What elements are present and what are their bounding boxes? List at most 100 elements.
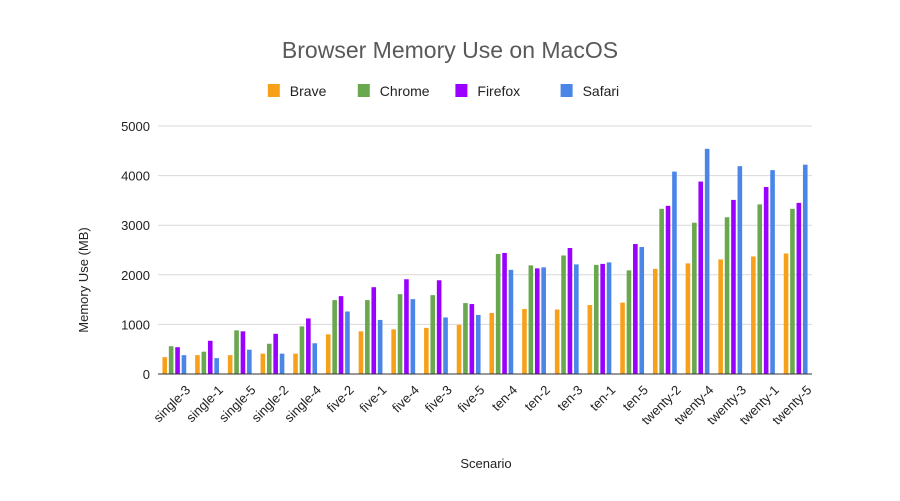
x-axis-ticks: single-3single-1single-5single-2single-4… xyxy=(150,382,814,427)
bar-safari-ten-4 xyxy=(508,269,514,374)
bar-brave-single-3 xyxy=(162,357,168,374)
bar-chrome-ten-5 xyxy=(626,270,632,374)
bar-brave-five-5 xyxy=(456,324,462,374)
bar-safari-ten-3 xyxy=(574,264,579,374)
bar-safari-ten-1 xyxy=(606,262,612,374)
x-axis-label: Scenario xyxy=(460,456,511,471)
x-tick-label-five-3: five-3 xyxy=(422,382,455,415)
bar-chrome-twenty-3 xyxy=(724,217,730,374)
bar-brave-five-2 xyxy=(325,334,331,374)
bar-firefox-twenty-5 xyxy=(796,202,802,374)
bar-brave-twenty-4 xyxy=(685,263,691,374)
bar-brave-ten-5 xyxy=(620,302,625,374)
bar-chrome-ten-4 xyxy=(495,253,501,374)
bar-firefox-five-3 xyxy=(436,280,442,374)
bar-chrome-five-2 xyxy=(332,300,337,374)
y-tick-label: 4000 xyxy=(121,169,150,184)
x-tick-label-ten-1: ten-1 xyxy=(587,382,619,414)
bar-brave-ten-3 xyxy=(554,309,560,374)
legend-label-firefox: Firefox xyxy=(477,83,520,99)
bar-brave-five-4 xyxy=(391,329,396,374)
bar-firefox-five-4 xyxy=(404,279,409,374)
x-tick-label-five-1: five-1 xyxy=(356,382,389,415)
legend-swatch-firefox xyxy=(455,84,468,97)
bar-brave-single-4 xyxy=(293,353,298,374)
x-tick-label-ten-2: ten-2 xyxy=(521,382,553,414)
bar-safari-five-5 xyxy=(475,314,481,374)
bar-firefox-single-4 xyxy=(306,318,311,374)
gridlines xyxy=(158,125,812,325)
bar-brave-twenty-1 xyxy=(751,256,756,374)
bar-firefox-five-1 xyxy=(371,287,377,374)
bar-chrome-five-3 xyxy=(430,295,436,374)
bar-firefox-ten-3 xyxy=(567,248,573,374)
legend: Brave Chrome Firefox Safari xyxy=(267,83,619,99)
legend-swatch-safari xyxy=(560,84,573,97)
bar-brave-ten-4 xyxy=(489,312,495,374)
x-tick-label-single-4: single-4 xyxy=(281,382,324,425)
bar-firefox-twenty-1 xyxy=(763,187,769,374)
y-tick-label: 1000 xyxy=(121,317,150,332)
x-tick-label-ten-3: ten-3 xyxy=(554,382,586,414)
bar-safari-twenty-4 xyxy=(704,148,710,374)
bar-firefox-twenty-4 xyxy=(698,181,704,374)
bar-safari-single-4 xyxy=(312,343,318,374)
x-tick-label-five-2: five-2 xyxy=(324,382,357,415)
chart-title: Browser Memory Use on MacOS xyxy=(282,37,618,63)
bar-brave-single-5 xyxy=(227,355,233,374)
bar-chrome-single-5 xyxy=(234,330,239,374)
bar-safari-single-1 xyxy=(214,358,219,374)
bar-brave-twenty-3 xyxy=(718,259,723,374)
bar-brave-ten-1 xyxy=(587,305,593,374)
bar-safari-single-3 xyxy=(181,355,187,374)
x-tick-label-five-4: five-4 xyxy=(389,382,422,415)
bar-chrome-twenty-4 xyxy=(692,222,697,374)
bar-brave-five-1 xyxy=(358,331,364,374)
bar-chrome-ten-1 xyxy=(593,264,599,374)
y-tick-label: 3000 xyxy=(121,218,150,233)
y-tick-label: 2000 xyxy=(121,268,150,283)
bar-firefox-ten-1 xyxy=(600,263,605,374)
bar-safari-ten-5 xyxy=(639,247,645,374)
bar-safari-five-3 xyxy=(443,317,448,374)
legend-label-brave: Brave xyxy=(290,83,327,99)
bar-firefox-ten-2 xyxy=(534,268,540,374)
x-tick-label-five-5: five-5 xyxy=(454,382,487,415)
bar-brave-single-1 xyxy=(195,355,200,374)
bar-safari-five-4 xyxy=(410,299,416,374)
bar-firefox-single-5 xyxy=(240,331,246,374)
y-tick-label: 0 xyxy=(143,367,150,382)
bar-safari-twenty-2 xyxy=(672,171,677,374)
bar-safari-five-1 xyxy=(377,319,383,374)
bar-brave-twenty-2 xyxy=(652,268,658,374)
bar-firefox-five-2 xyxy=(338,296,344,374)
bar-chrome-ten-3 xyxy=(561,255,566,374)
bar-chrome-five-1 xyxy=(365,300,370,374)
bar-safari-five-2 xyxy=(345,311,350,374)
bar-chrome-single-1 xyxy=(201,351,207,374)
bar-chrome-single-4 xyxy=(299,326,305,374)
bar-chrome-single-2 xyxy=(266,343,272,374)
legend-swatch-chrome xyxy=(357,84,370,97)
bars xyxy=(162,148,808,374)
y-axis-ticks: 0 1000 2000 3000 4000 5000 xyxy=(121,119,150,382)
bar-firefox-five-5 xyxy=(469,304,475,374)
bar-chrome-five-5 xyxy=(463,303,468,374)
bar-safari-twenty-1 xyxy=(770,170,775,374)
bar-firefox-single-3 xyxy=(175,347,180,374)
bar-safari-single-5 xyxy=(247,349,252,374)
y-axis-label: Memory Use (MB) xyxy=(76,227,91,332)
bar-firefox-ten-5 xyxy=(633,244,638,374)
bar-chrome-twenty-5 xyxy=(790,208,795,374)
y-tick-label: 5000 xyxy=(121,119,150,134)
bar-firefox-single-1 xyxy=(207,340,213,374)
bar-chrome-single-3 xyxy=(168,346,174,374)
x-tick-label-ten-4: ten-4 xyxy=(489,382,521,414)
bar-safari-twenty-3 xyxy=(737,166,743,374)
bar-brave-five-3 xyxy=(424,327,429,374)
legend-label-chrome: Chrome xyxy=(380,83,430,99)
bar-chrome-twenty-1 xyxy=(757,204,763,374)
bar-brave-ten-2 xyxy=(522,309,527,374)
